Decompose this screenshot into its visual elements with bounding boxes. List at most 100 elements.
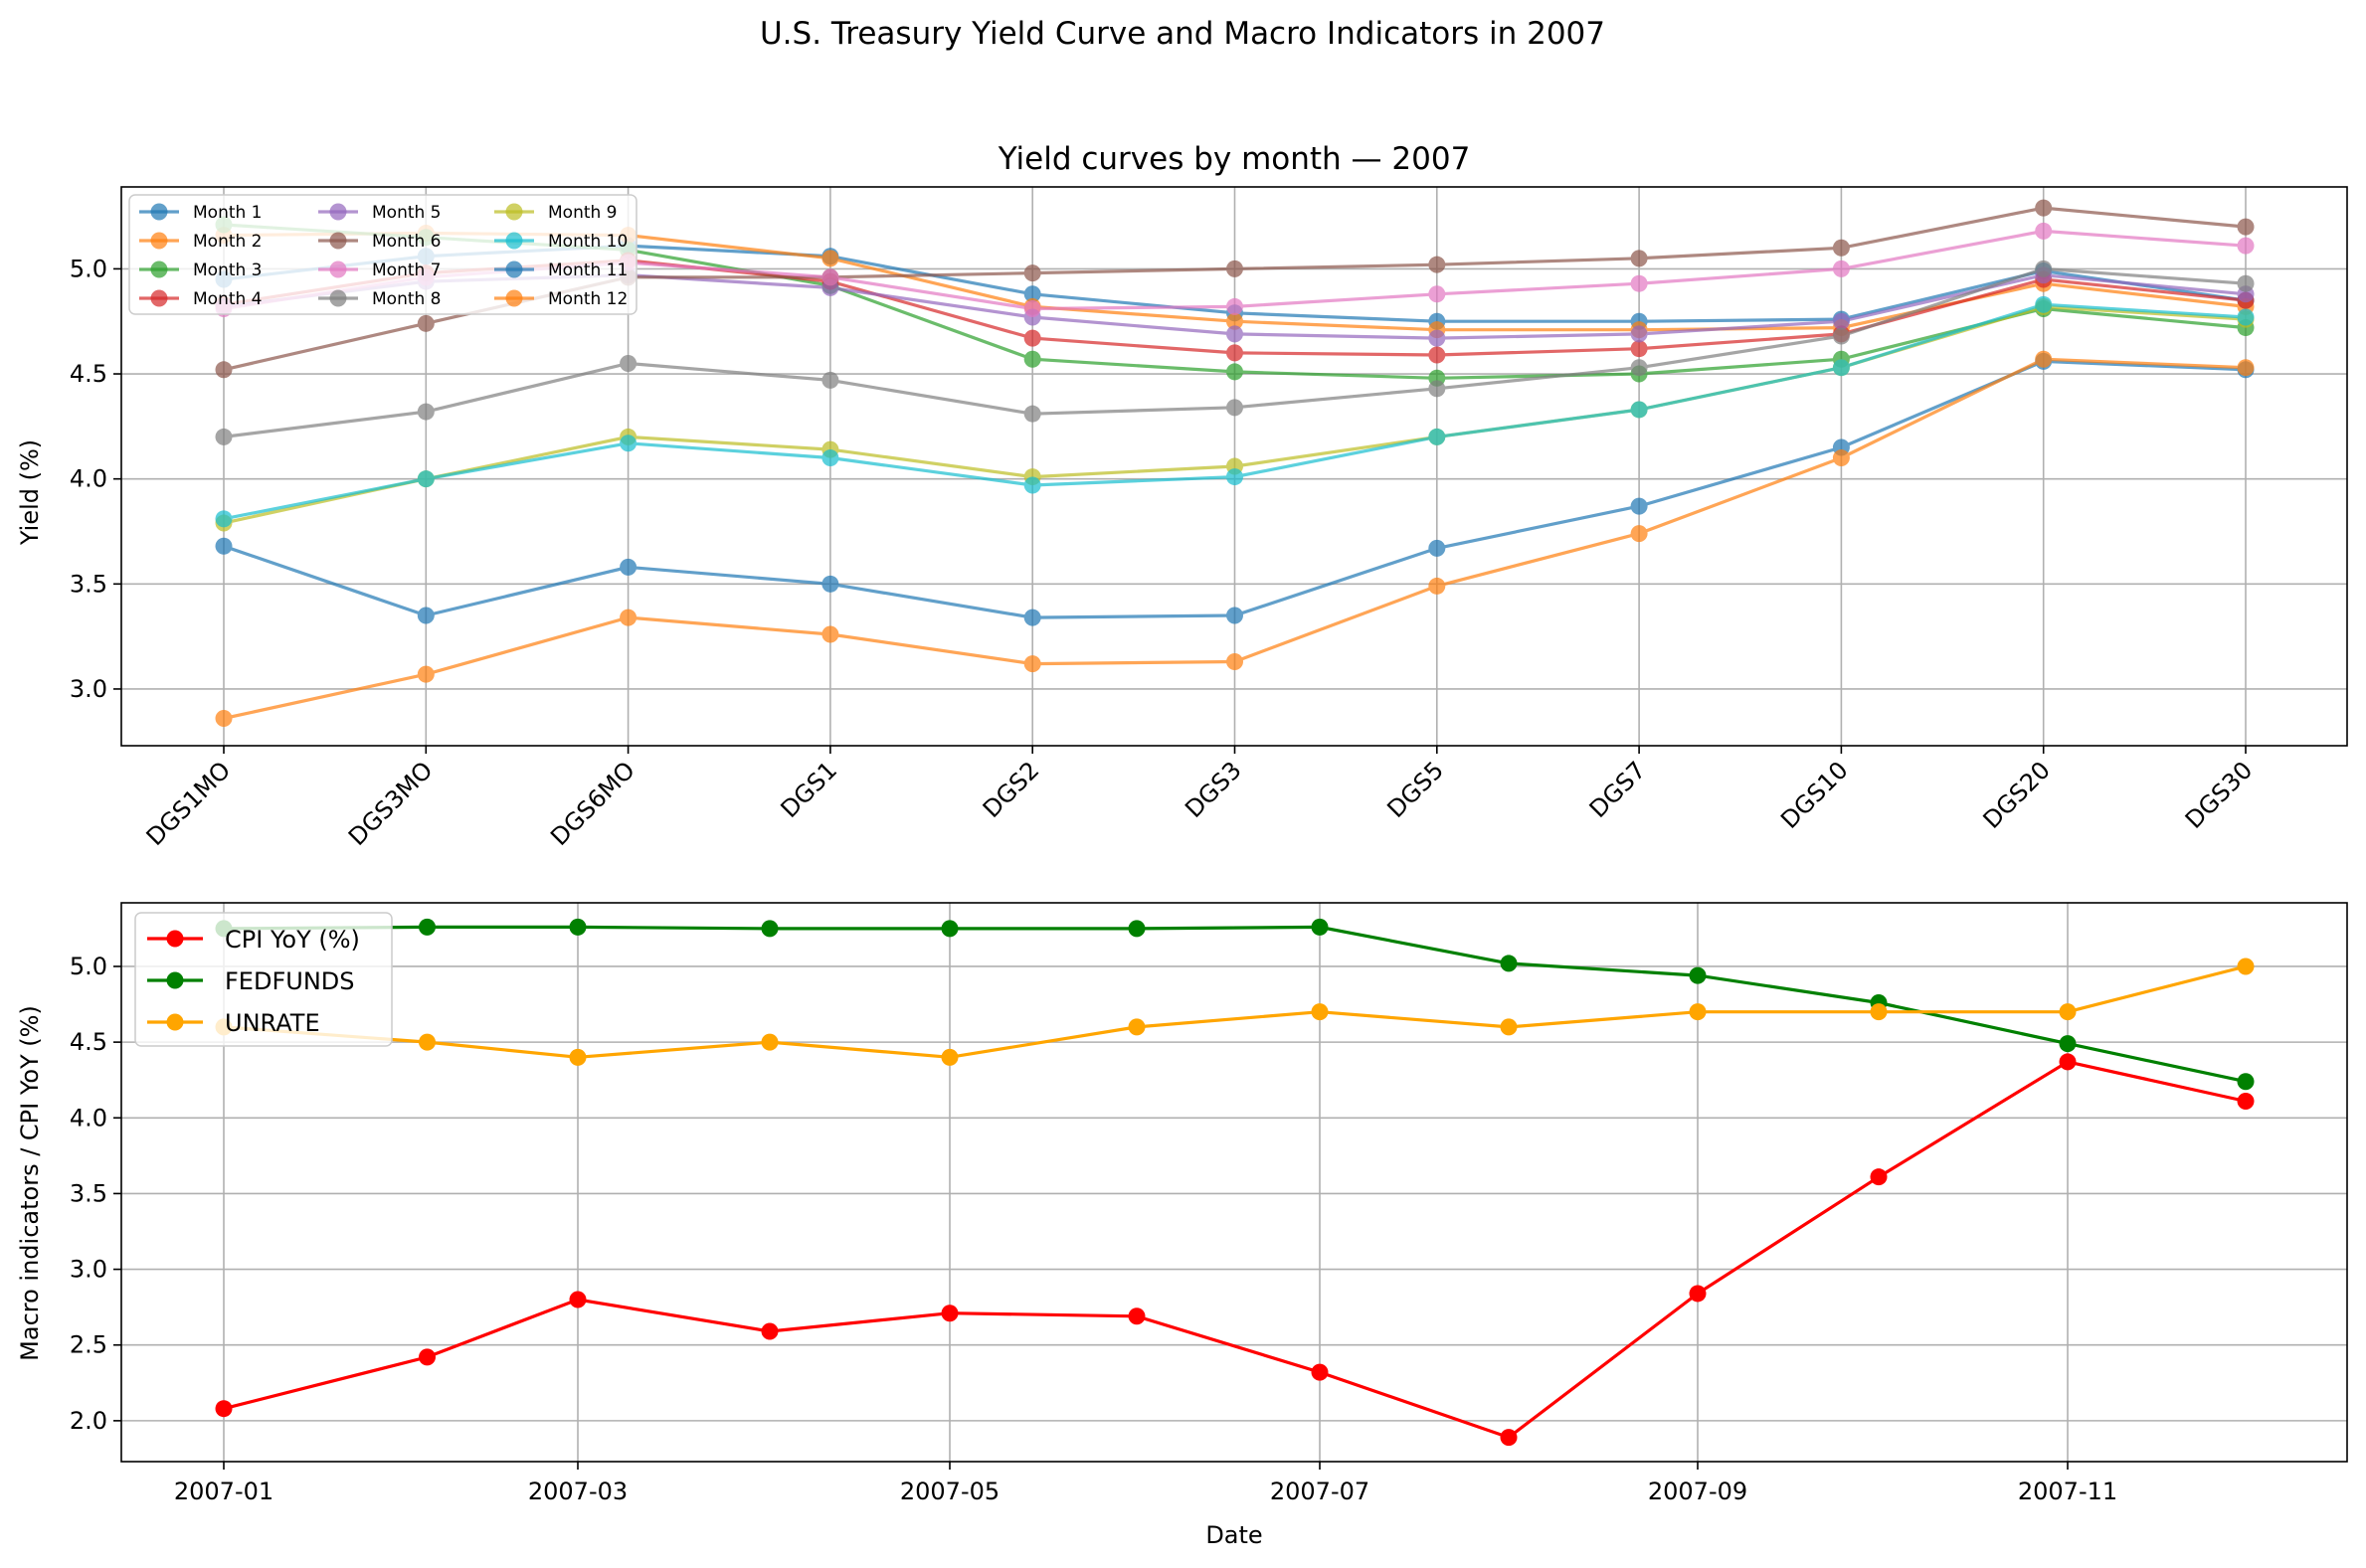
yield-legend-entry: Month 1 bbox=[139, 203, 263, 223]
yield-data-point bbox=[821, 449, 839, 467]
yield-data-point bbox=[1630, 250, 1648, 267]
figure-title: U.S. Treasury Yield Curve and Macro Indi… bbox=[760, 16, 1605, 52]
yield-data-point bbox=[1023, 476, 1041, 494]
yield-data-point bbox=[1428, 380, 1446, 398]
yield-legend-entry: Month 4 bbox=[139, 289, 263, 309]
macro-data-point bbox=[2059, 1003, 2077, 1021]
macro-y-tick-label: 2.0 bbox=[70, 1407, 107, 1435]
yield-x-tick-label: DGS2 bbox=[978, 756, 1045, 823]
yield-x-tick-label: DGS7 bbox=[1584, 756, 1652, 823]
yield-legend-entry: Month 5 bbox=[318, 203, 442, 223]
yield-legend-label: Month 6 bbox=[372, 232, 442, 252]
yield-chart-y-label: Yield (%) bbox=[16, 439, 44, 546]
macro-legend-entry: CPI YoY (%) bbox=[147, 926, 360, 954]
yield-legend-marker bbox=[329, 203, 347, 221]
macro-data-point bbox=[2237, 1093, 2255, 1111]
macro-data-point bbox=[2237, 958, 2255, 975]
yield-legend-entry: Month 11 bbox=[494, 261, 628, 280]
yield-x-tick-label: DGS10 bbox=[1775, 756, 1853, 833]
macro-plot-frame bbox=[120, 902, 2348, 1463]
yield-series-11 bbox=[215, 352, 2255, 626]
macro-data-point bbox=[569, 1291, 587, 1308]
yield-data-point bbox=[1428, 539, 1446, 557]
yield-chart-title: Yield curves by month — 2007 bbox=[998, 141, 1471, 177]
macro-data-point bbox=[761, 920, 779, 938]
macro-legend-marker bbox=[166, 971, 184, 989]
macro-data-point bbox=[941, 920, 959, 938]
yield-legend-marker bbox=[150, 232, 168, 250]
macro-data-point bbox=[761, 1322, 779, 1340]
yield-data-point bbox=[1832, 327, 1850, 345]
macro-data-point bbox=[419, 1033, 436, 1051]
macro-legend-entry: FEDFUNDS bbox=[147, 967, 355, 995]
yield-y-tick-label: 4.0 bbox=[70, 465, 107, 493]
yield-data-point bbox=[1226, 297, 1243, 315]
yield-data-point bbox=[1226, 468, 1243, 486]
macro-data-point bbox=[1870, 1168, 1888, 1186]
macro-chart-series bbox=[215, 918, 2255, 1447]
yield-data-point bbox=[215, 361, 233, 379]
macro-data-point bbox=[941, 1048, 959, 1066]
yield-data-point bbox=[1428, 428, 1446, 445]
yield-data-point bbox=[1023, 609, 1041, 626]
yield-x-tick-label: DGS1 bbox=[776, 756, 843, 823]
yield-legend-label: Month 3 bbox=[193, 261, 263, 280]
macro-data-point bbox=[1689, 966, 1707, 984]
macro-legend-box bbox=[134, 912, 393, 1047]
yield-legend-marker bbox=[150, 261, 168, 278]
yield-data-point bbox=[1630, 497, 1648, 515]
yield-legend-entry: Month 12 bbox=[494, 289, 628, 309]
yield-data-point bbox=[1428, 285, 1446, 303]
yield-legend-marker bbox=[505, 261, 523, 278]
yield-legend-marker bbox=[505, 289, 523, 307]
macro-y-tick-label: 5.0 bbox=[70, 953, 107, 980]
macro-chart-axes: 2007-01 2007-03 2007-05 2007-07 2007-09 2007-… bbox=[70, 902, 2348, 1505]
yield-data-point bbox=[1428, 577, 1446, 595]
yield-data-point bbox=[2035, 295, 2053, 313]
yield-curve-chart: Yield curves by month — 2007 Yield (%) 3… bbox=[16, 141, 2348, 851]
yield-legend-marker bbox=[150, 289, 168, 307]
yield-legend-label: Month 8 bbox=[372, 289, 442, 309]
macro-data-point bbox=[1128, 920, 1146, 938]
yield-data-point bbox=[1630, 274, 1648, 292]
yield-y-tick-label: 5.0 bbox=[70, 255, 107, 282]
yield-data-point bbox=[2035, 199, 2053, 217]
yield-legend-entry: Month 10 bbox=[494, 232, 628, 252]
yield-data-point bbox=[1832, 260, 1850, 277]
yield-data-point bbox=[1226, 607, 1243, 624]
macro-legend-marker bbox=[166, 1013, 184, 1031]
macro-legend-label: UNRATE bbox=[225, 1009, 320, 1037]
macro-x-tick-label: 2007-07 bbox=[1270, 1478, 1369, 1505]
macro-x-tick-label: 2007-05 bbox=[900, 1478, 1000, 1505]
macro-chart-y-label: Macro indicators / CPI YoY (%) bbox=[16, 1005, 44, 1361]
yield-legend-label: Month 10 bbox=[548, 232, 628, 252]
yield-legend-entry: Month 2 bbox=[139, 232, 263, 252]
macro-data-point bbox=[1311, 918, 1329, 936]
yield-chart-legend: Month 1 Month 2 Month 3 Month 4 Month 5 Month… bbox=[128, 194, 637, 315]
macro-series-line bbox=[223, 1060, 2247, 1440]
yield-y-tick-label: 3.0 bbox=[70, 675, 107, 703]
macro-data-point bbox=[1128, 1307, 1146, 1325]
yield-data-point bbox=[1226, 652, 1243, 670]
yield-legend-entry: Month 3 bbox=[139, 261, 263, 280]
macro-data-point bbox=[2059, 1053, 2077, 1071]
yield-legend-label: Month 4 bbox=[193, 289, 263, 309]
macro-data-point bbox=[1500, 1018, 1518, 1036]
yield-legend-label: Month 7 bbox=[372, 261, 442, 280]
yield-legend-marker bbox=[505, 203, 523, 221]
yield-legend-entry: Month 7 bbox=[318, 261, 442, 280]
macro-data-point bbox=[2059, 1035, 2077, 1053]
yield-data-point bbox=[1226, 312, 1243, 330]
yield-data-point bbox=[417, 607, 435, 624]
yield-legend-entry: Month 9 bbox=[494, 203, 618, 223]
macro-x-tick-label: 2007-03 bbox=[528, 1478, 628, 1505]
yield-data-point bbox=[1630, 401, 1648, 419]
yield-x-tick-label: DGS3 bbox=[1180, 756, 1247, 823]
macro-chart-x-label: Date bbox=[1205, 1521, 1262, 1549]
yield-x-tick-label: DGS20 bbox=[1978, 756, 2056, 833]
yield-y-tick-label: 3.5 bbox=[70, 570, 107, 598]
yield-data-point bbox=[1023, 329, 1041, 347]
yield-series-12 bbox=[215, 350, 2255, 728]
macro-series-cpi-yoy bbox=[215, 1053, 2255, 1447]
